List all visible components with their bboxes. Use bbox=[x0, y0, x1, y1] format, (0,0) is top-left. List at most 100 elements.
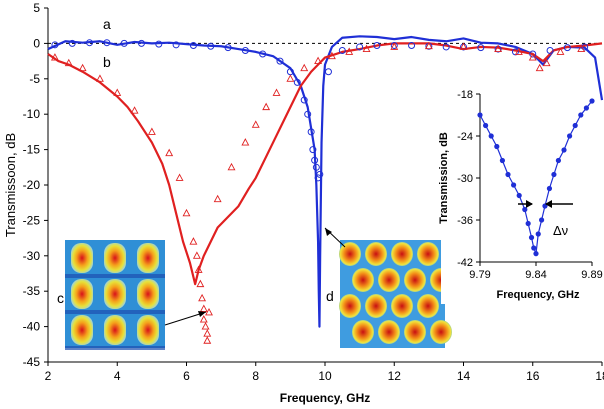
inset-point bbox=[572, 122, 578, 129]
red-triangle-point bbox=[78, 63, 87, 72]
inset-point bbox=[535, 231, 541, 237]
main-y-tick-label: -30 bbox=[23, 249, 41, 263]
main-y-tick-label: 0 bbox=[33, 36, 40, 50]
blue-circle-point bbox=[172, 41, 180, 49]
main-y-tick-label: -45 bbox=[23, 355, 41, 369]
field-spot bbox=[104, 243, 126, 273]
blue-circle-point bbox=[241, 46, 249, 54]
blue-circle-point bbox=[309, 146, 317, 154]
red-triangle-point bbox=[314, 56, 323, 65]
blue-circle-point bbox=[224, 44, 232, 52]
blue-circle-point bbox=[563, 44, 571, 52]
red-triangle-point bbox=[165, 148, 174, 157]
red-triangle-point bbox=[147, 127, 156, 135]
inset-point bbox=[516, 192, 522, 199]
inset-point bbox=[555, 157, 562, 164]
field-spot bbox=[378, 320, 400, 344]
arrow-d-head bbox=[325, 228, 332, 236]
main-x-tick-label: 8 bbox=[252, 369, 259, 383]
red-triangle-point bbox=[196, 279, 205, 288]
annotation-c: c bbox=[57, 290, 64, 306]
blue-circle-point bbox=[442, 43, 450, 51]
red-triangle-point bbox=[64, 58, 73, 67]
blue-circle-point bbox=[546, 46, 554, 54]
red-triangle-point bbox=[189, 237, 198, 245]
field-image-c bbox=[65, 240, 165, 350]
inset-point bbox=[505, 171, 511, 178]
arrow-c-head bbox=[198, 311, 206, 317]
blue-circle-point bbox=[51, 41, 59, 49]
inset-point bbox=[477, 112, 483, 118]
field-spot bbox=[417, 294, 439, 318]
red-triangle-point bbox=[327, 51, 336, 60]
red-triangle-point bbox=[130, 106, 139, 114]
red-triangle-point bbox=[424, 41, 433, 50]
blue-circle-point bbox=[207, 42, 215, 50]
red-triangle-point bbox=[182, 208, 191, 217]
main-y-tick-label: -15 bbox=[23, 143, 41, 157]
inset-point bbox=[531, 245, 537, 251]
inset-point bbox=[510, 182, 517, 188]
inset-arrow-left-head bbox=[526, 200, 533, 208]
inset-plot: 9.79 9.84 9.89 -18 -24 -30 -36 -42 Frequency, G… bbox=[438, 82, 603, 304]
field-spot bbox=[71, 243, 93, 273]
red-triangle-point bbox=[535, 63, 544, 72]
blue-circle-point bbox=[304, 110, 312, 118]
blue-circle-point bbox=[155, 40, 163, 48]
field-spot bbox=[137, 279, 159, 309]
blue-circle-point bbox=[529, 50, 537, 58]
inset-y-tick-label: -36 bbox=[457, 215, 473, 227]
blue-circle-point bbox=[408, 42, 416, 50]
inset-x-tick-label: 9.84 bbox=[525, 269, 546, 281]
blue-circle-point bbox=[68, 39, 76, 47]
blue-circle-point bbox=[511, 48, 519, 56]
red-triangle-point bbox=[50, 53, 59, 61]
inset-x-tick-label: 9.79 bbox=[469, 269, 490, 281]
red-triangle-point bbox=[203, 329, 212, 337]
blue-circle-point bbox=[120, 39, 128, 47]
annotation-b: b bbox=[103, 54, 111, 70]
inset-point bbox=[522, 206, 528, 213]
field-spot bbox=[71, 279, 93, 309]
field-spot bbox=[339, 294, 361, 318]
field-spot bbox=[404, 268, 426, 292]
main-y-tick-label: -25 bbox=[23, 213, 41, 227]
annotation-a: a bbox=[103, 16, 111, 32]
field-spot bbox=[404, 320, 426, 344]
red-triangle-point bbox=[528, 53, 537, 61]
blue-circle-point bbox=[477, 44, 485, 52]
blue-circle-point bbox=[316, 170, 324, 178]
red-triangle-point bbox=[494, 44, 503, 53]
field-spot bbox=[391, 294, 413, 318]
field-spot bbox=[71, 315, 93, 345]
blue-circle-point bbox=[259, 50, 267, 58]
red-triangle-point bbox=[175, 173, 184, 181]
inset-y-tick-label: -42 bbox=[457, 257, 473, 269]
main-y-tick-label: -20 bbox=[23, 178, 41, 192]
field-spot bbox=[391, 242, 413, 266]
field-spot bbox=[352, 268, 374, 292]
main-y-axis-title: Transmissoon, dB bbox=[3, 133, 18, 237]
main-y-tick-label: 5 bbox=[33, 1, 40, 15]
series-b-line bbox=[47, 42, 603, 286]
main-x-tick-label: 10 bbox=[318, 369, 332, 383]
red-triangle-point bbox=[262, 102, 271, 111]
inset-point bbox=[551, 171, 557, 178]
field-spot bbox=[339, 242, 361, 266]
red-triangle-point bbox=[198, 293, 207, 302]
main-x-tick-label: 16 bbox=[526, 369, 540, 383]
blue-circle-point bbox=[86, 39, 94, 47]
red-triangle-point bbox=[113, 88, 122, 96]
blue-circle-point bbox=[356, 43, 364, 51]
red-triangle-point bbox=[556, 47, 565, 55]
field-spot bbox=[430, 320, 452, 344]
red-triangle-point bbox=[390, 42, 399, 50]
red-triangle-point bbox=[199, 315, 208, 323]
field-spot bbox=[352, 320, 374, 344]
red-triangle-point bbox=[213, 194, 222, 203]
inset-point bbox=[561, 147, 567, 153]
main-x-tick-label: 2 bbox=[45, 369, 52, 383]
field-spot bbox=[365, 294, 387, 318]
main-x-tick-label: 14 bbox=[457, 369, 471, 383]
